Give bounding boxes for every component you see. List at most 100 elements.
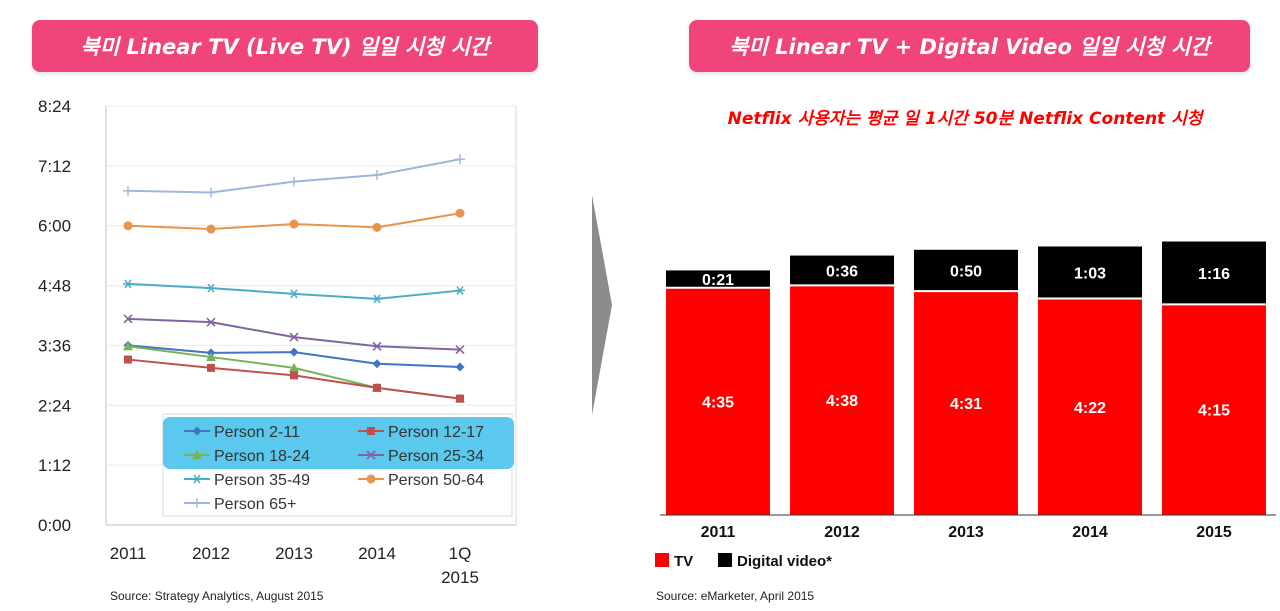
line-point	[372, 222, 382, 232]
line-point	[289, 289, 299, 299]
line-y-tick-label: 0:00	[38, 516, 71, 535]
bar-tv	[790, 285, 894, 515]
line-y-tick-label: 3:36	[38, 336, 71, 355]
line-point	[372, 170, 382, 181]
legend-label: Person 35-49	[214, 472, 310, 489]
line-point	[366, 450, 376, 460]
legend-label: Person 25-34	[388, 448, 484, 465]
bar-tv	[1162, 304, 1266, 515]
line-point	[367, 427, 375, 435]
line-point	[192, 426, 202, 436]
line-series-path	[127, 158, 461, 194]
line-point	[206, 187, 216, 198]
right-source: Source: eMarketer, April 2015	[656, 589, 815, 603]
legend-label: Person 18-24	[214, 448, 310, 465]
line-point	[289, 347, 299, 357]
line-point	[123, 221, 133, 231]
bar-x-tick-label: 2011	[701, 524, 736, 541]
left-chart-title: 북미 Linear TV (Live TV) 일일 시청 시간	[80, 35, 490, 59]
line-y-tick-label: 2:24	[38, 396, 71, 415]
line-point	[206, 317, 216, 327]
bar-digital	[790, 255, 894, 286]
legend-swatch-digital	[718, 553, 732, 567]
left-source: Source: Strategy Analytics, August 2015	[110, 589, 324, 603]
bar-legend: TV Digital video*	[655, 553, 832, 570]
bar-group-2015: 4:15 1:16 2015	[1162, 241, 1266, 541]
legend-label: Person 50-64	[388, 472, 484, 489]
line-x-tick-label: 1Q 2015	[441, 544, 479, 587]
line-point	[455, 345, 465, 355]
line-point	[455, 286, 465, 296]
bar-digital-label: 0:36	[826, 263, 858, 280]
line-point	[206, 352, 216, 362]
right-chart-title-banner: 북미 Linear TV + Digital Video 일일 시청 시간	[689, 20, 1250, 72]
legend-swatch-tv	[655, 553, 669, 567]
line-x-tick-label: 2012	[192, 544, 230, 563]
line-point	[289, 176, 299, 187]
line-point	[372, 359, 382, 369]
bar-tv	[1038, 298, 1142, 515]
line-point	[192, 474, 202, 484]
bar-group-2013: 4:31 0:50 2013	[914, 249, 1018, 541]
line-point	[192, 498, 202, 508]
bar-digital	[914, 249, 1018, 292]
bar-digital-label: 1:16	[1198, 266, 1230, 283]
bar-digital	[1162, 241, 1266, 305]
legend-highlight	[163, 417, 514, 469]
line-point	[289, 219, 299, 229]
line-series-person-50-64	[123, 208, 465, 234]
bar-digital-label: 0:50	[950, 263, 982, 280]
line-point	[455, 154, 465, 165]
line-point	[456, 394, 464, 403]
line-point	[289, 362, 299, 372]
bar-digital	[666, 270, 770, 288]
transition-arrow-icon	[592, 195, 612, 415]
right-chart-title: 북미 Linear TV + Digital Video 일일 시청 시간	[729, 35, 1210, 59]
bar-x-tick-label: 2014	[1072, 524, 1108, 541]
legend-label: Person 2-11	[214, 424, 300, 441]
bar-tv-label: 4:22	[1074, 400, 1106, 417]
line-point	[206, 283, 216, 293]
line-point	[192, 450, 202, 459]
line-point	[123, 185, 133, 196]
bar-tv	[666, 287, 770, 515]
line-point	[290, 371, 298, 380]
bar-tv-label: 4:31	[950, 396, 982, 413]
line-point	[207, 363, 215, 372]
line-y-tick-label: 8:24	[38, 97, 71, 116]
line-legend: Person 2-11 Person 12-17 Person 18-24 Perso…	[162, 413, 514, 517]
bar-tv-label: 4:38	[826, 393, 858, 410]
bar-x-tick-label: 2012	[824, 524, 860, 541]
bar-tv-label: 4:35	[702, 394, 734, 411]
line-y-tick-label: 1:12	[38, 456, 71, 475]
legend-label-digital: Digital video*	[737, 553, 832, 570]
line-point	[124, 355, 132, 364]
line-x-tick-label: 2013	[275, 544, 313, 563]
line-point	[289, 332, 299, 342]
bar-x-tick-label: 2015	[1196, 524, 1232, 541]
line-x-tick-label: 2011	[110, 544, 147, 563]
bar-group-2011: 4:35 0:21 2011	[666, 270, 770, 541]
line-series-person-65-	[123, 154, 465, 198]
line-point	[123, 314, 133, 324]
line-point	[206, 224, 216, 234]
line-point	[366, 474, 376, 484]
legend-label: Person 12-17	[388, 424, 484, 441]
line-point	[123, 279, 133, 289]
bar-group-2014: 4:22 1:03 2014	[1038, 246, 1142, 541]
bar-digital-label: 0:21	[702, 272, 734, 289]
line-point	[372, 341, 382, 351]
line-y-tick-label: 7:12	[38, 157, 71, 176]
bar-digital-label: 1:03	[1074, 266, 1106, 283]
line-series-path	[127, 282, 461, 300]
left-chart-title-banner: 북미 Linear TV (Live TV) 일일 시청 시간	[32, 20, 538, 72]
line-point	[373, 383, 381, 392]
line-series-person-12-17	[124, 355, 464, 403]
legend-label: Person 65+	[214, 496, 296, 513]
legend-label-tv: TV	[674, 553, 693, 570]
bar-x-tick-label: 2013	[948, 524, 984, 541]
line-y-tick-label: 4:48	[38, 277, 71, 296]
bar-digital	[1038, 246, 1142, 299]
line-point	[455, 208, 465, 218]
